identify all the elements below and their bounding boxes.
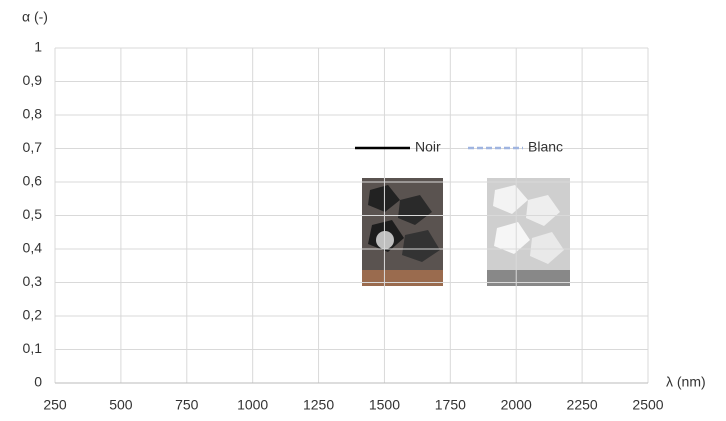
photo-blanc bbox=[487, 178, 570, 286]
y-tick-label: 0,8 bbox=[23, 106, 43, 122]
x-tick-label: 2500 bbox=[632, 397, 663, 413]
x-tick-label: 500 bbox=[109, 397, 133, 413]
legend-label: Blanc bbox=[528, 139, 563, 155]
y-tick-label: 0,5 bbox=[23, 206, 43, 222]
legend-label: Noir bbox=[415, 139, 441, 155]
y-tick-label: 0,7 bbox=[23, 139, 43, 155]
x-tick-label: 750 bbox=[175, 397, 199, 413]
x-tick-label: 1000 bbox=[237, 397, 268, 413]
x-tick-label: 1750 bbox=[435, 397, 466, 413]
y-axis-label: α (-) bbox=[22, 9, 48, 25]
y-tick-label: 0,4 bbox=[23, 240, 43, 256]
photo-noir bbox=[362, 178, 443, 286]
y-tick-label: 0 bbox=[34, 374, 42, 390]
x-tick-label: 2250 bbox=[567, 397, 598, 413]
y-tick-label: 0,1 bbox=[23, 340, 43, 356]
y-tick-label: 0,2 bbox=[23, 307, 43, 323]
y-tick-label: 1 bbox=[34, 39, 42, 55]
y-tick-label: 0,9 bbox=[23, 72, 43, 88]
y-tick-label: 0,6 bbox=[23, 173, 43, 189]
x-tick-label: 250 bbox=[43, 397, 67, 413]
x-tick-label: 1250 bbox=[303, 397, 334, 413]
x-axis-label: λ (nm) bbox=[666, 374, 706, 390]
x-tick-label: 2000 bbox=[501, 397, 532, 413]
y-tick-label: 0,3 bbox=[23, 273, 43, 289]
x-tick-label: 1500 bbox=[369, 397, 400, 413]
